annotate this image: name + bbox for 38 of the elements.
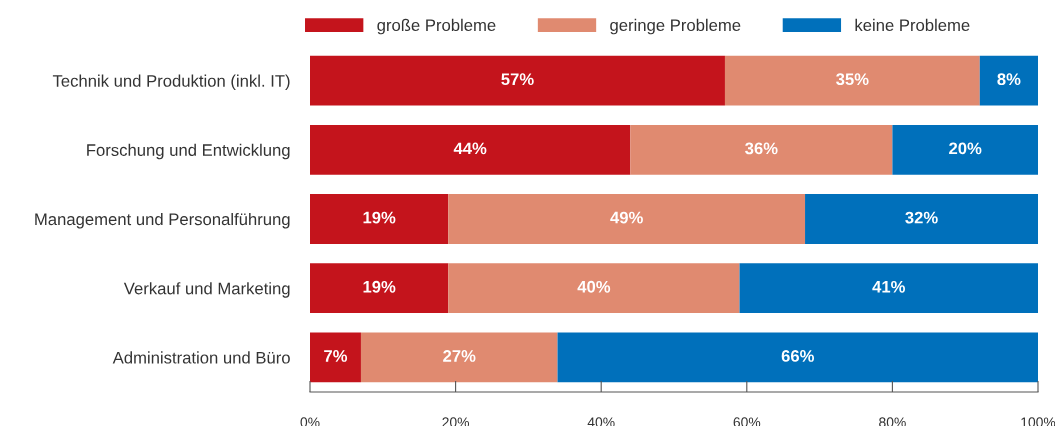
bar — [630, 124, 893, 175]
data-label: 8% — [997, 73, 1021, 86]
bar — [310, 124, 631, 175]
bar — [310, 263, 449, 314]
y-tick-label: Technik und Produktion (inkl. IT) — [52, 74, 290, 91]
data-label: 19% — [363, 211, 396, 224]
data-label: 44% — [453, 142, 487, 155]
y-tick-label: Verkauf und Marketing — [123, 282, 290, 298]
data-label: 36% — [745, 142, 778, 155]
data-label: 40% — [577, 280, 611, 293]
bar — [448, 194, 806, 244]
data-label: 41% — [872, 280, 905, 293]
legend-label: keine Probleme — [855, 18, 970, 32]
bar — [557, 332, 1038, 383]
bar — [448, 263, 740, 314]
data-label: 49% — [610, 211, 643, 224]
y-tick-label: Administration und Büro — [112, 351, 290, 364]
data-label: 27% — [443, 350, 476, 362]
bar — [979, 55, 1038, 106]
bar — [310, 55, 725, 106]
data-label: 7% — [324, 350, 348, 362]
y-tick-label: Management und Personalführung — [35, 212, 290, 229]
bar — [310, 332, 361, 383]
bar — [724, 55, 980, 106]
data-label: 57% — [501, 73, 534, 86]
legend-label: große Probleme — [377, 18, 496, 35]
data-label: 66% — [781, 350, 814, 362]
bar — [360, 332, 558, 383]
legend-label: geringe Probleme — [610, 18, 741, 35]
bar — [310, 194, 449, 244]
bar — [739, 263, 1038, 314]
data-label: 20% — [949, 142, 982, 155]
data-label: 35% — [836, 73, 869, 86]
y-tick-label: Forschung und Entwicklung — [87, 143, 290, 160]
data-label: 19% — [363, 280, 396, 293]
bar — [805, 194, 1038, 244]
bar — [892, 124, 1038, 175]
data-label: 32% — [905, 211, 938, 224]
